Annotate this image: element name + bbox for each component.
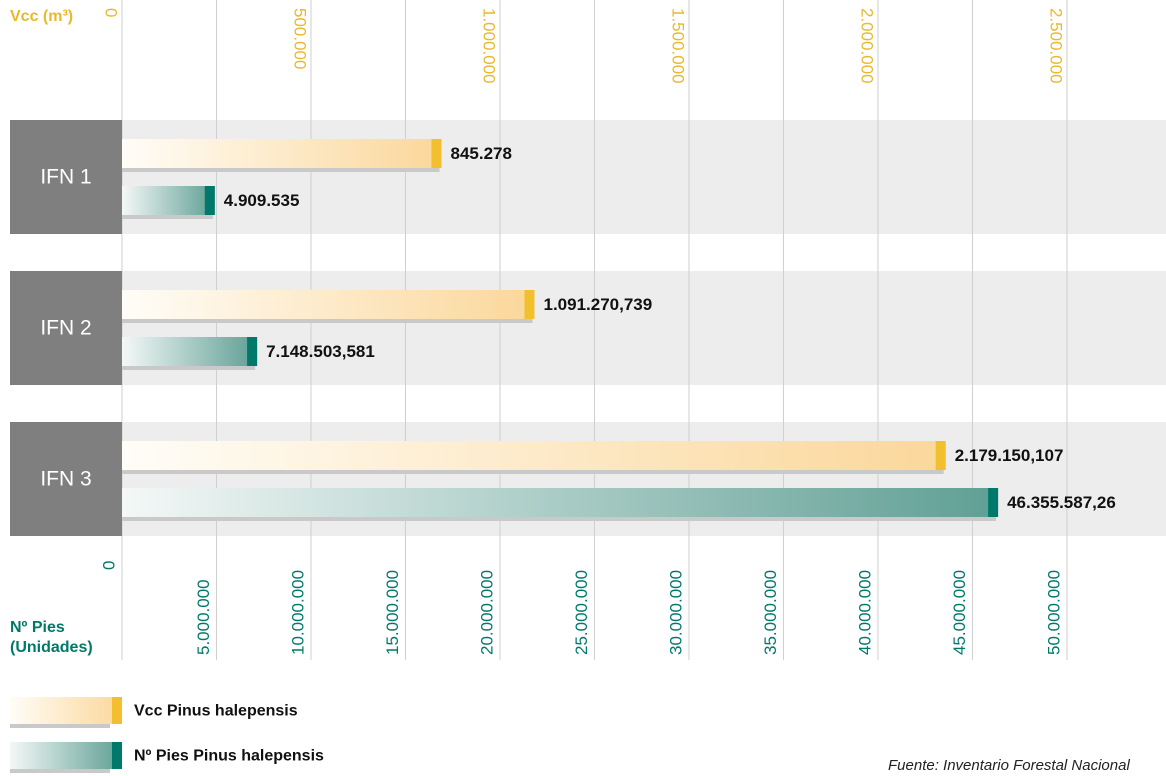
bar-cap bbox=[204, 186, 215, 215]
x-tick-label: 30.000.000 bbox=[666, 570, 685, 655]
x2-tick-label: 1.500.000 bbox=[668, 8, 687, 84]
legend-cap bbox=[112, 742, 122, 769]
category-label: IFN 1 bbox=[40, 166, 91, 189]
x2-tick-label: 2.000.000 bbox=[857, 8, 876, 84]
x-tick-label: 25.000.000 bbox=[572, 570, 591, 655]
x-tick-label: 45.000.000 bbox=[950, 570, 969, 655]
value-label: 4.909.535 bbox=[224, 191, 300, 210]
legend-shadow bbox=[10, 724, 110, 728]
bar-cap bbox=[988, 488, 999, 517]
x2-axis-label: Vcc (m³) bbox=[10, 8, 73, 25]
bar-cap bbox=[431, 139, 442, 168]
bar-cap bbox=[524, 290, 535, 319]
value-label: 845.278 bbox=[451, 144, 512, 163]
value-label: 7.148.503,581 bbox=[266, 342, 375, 361]
x-tick-label: 15.000.000 bbox=[383, 570, 402, 655]
category-label: IFN 2 bbox=[40, 317, 91, 340]
bar-shadow bbox=[122, 517, 997, 521]
x-tick-label: 10.000.000 bbox=[288, 570, 307, 655]
legend-cap bbox=[112, 697, 122, 724]
x2-tick-label: 500.000 bbox=[291, 8, 310, 69]
bar-cap bbox=[247, 337, 258, 366]
category-box bbox=[10, 422, 122, 536]
legend-swatch bbox=[10, 742, 122, 769]
x-axis-label: (Unidades) bbox=[10, 639, 93, 656]
bar bbox=[122, 290, 535, 319]
x-tick-label: 35.000.000 bbox=[761, 570, 780, 655]
legend-label: Vcc Pinus halepensis bbox=[134, 703, 298, 720]
bar-shadow bbox=[122, 215, 213, 219]
value-label: 46.355.587,26 bbox=[1007, 493, 1116, 512]
x-tick-label: 0 bbox=[99, 561, 118, 570]
category-label: IFN 3 bbox=[40, 468, 91, 491]
bar-shadow bbox=[122, 319, 533, 323]
x2-tick-label: 0 bbox=[102, 8, 121, 17]
category-box bbox=[10, 120, 122, 234]
x-tick-label: 40.000.000 bbox=[855, 570, 874, 655]
bar bbox=[122, 139, 442, 168]
bar-shadow bbox=[122, 470, 944, 474]
bar bbox=[122, 186, 215, 215]
row-band bbox=[122, 120, 1166, 234]
x-tick-label: 50.000.000 bbox=[1044, 570, 1063, 655]
bar bbox=[122, 337, 258, 366]
x2-tick-label: 2.500.000 bbox=[1046, 8, 1065, 84]
value-label: 2.179.150,107 bbox=[955, 446, 1064, 465]
bar bbox=[122, 441, 946, 470]
source: Fuente: Inventario Forestal Nacional bbox=[888, 757, 1130, 774]
bar bbox=[122, 488, 999, 517]
category-box bbox=[10, 271, 122, 385]
x2-tick-label: 1.000.000 bbox=[480, 8, 499, 84]
legend-swatch bbox=[10, 697, 122, 724]
x-axis-label: Nº Pies bbox=[10, 619, 65, 636]
bar-shadow bbox=[122, 168, 440, 172]
value-label: 1.091.270,739 bbox=[543, 295, 652, 314]
x-tick-label: 5.000.000 bbox=[194, 579, 213, 655]
row-band bbox=[122, 271, 1166, 385]
bar-cap bbox=[935, 441, 946, 470]
legend-label: Nº Pies Pinus halepensis bbox=[134, 748, 324, 765]
x-tick-label: 20.000.000 bbox=[477, 570, 496, 655]
bar-shadow bbox=[122, 366, 256, 370]
legend-shadow bbox=[10, 769, 110, 773]
